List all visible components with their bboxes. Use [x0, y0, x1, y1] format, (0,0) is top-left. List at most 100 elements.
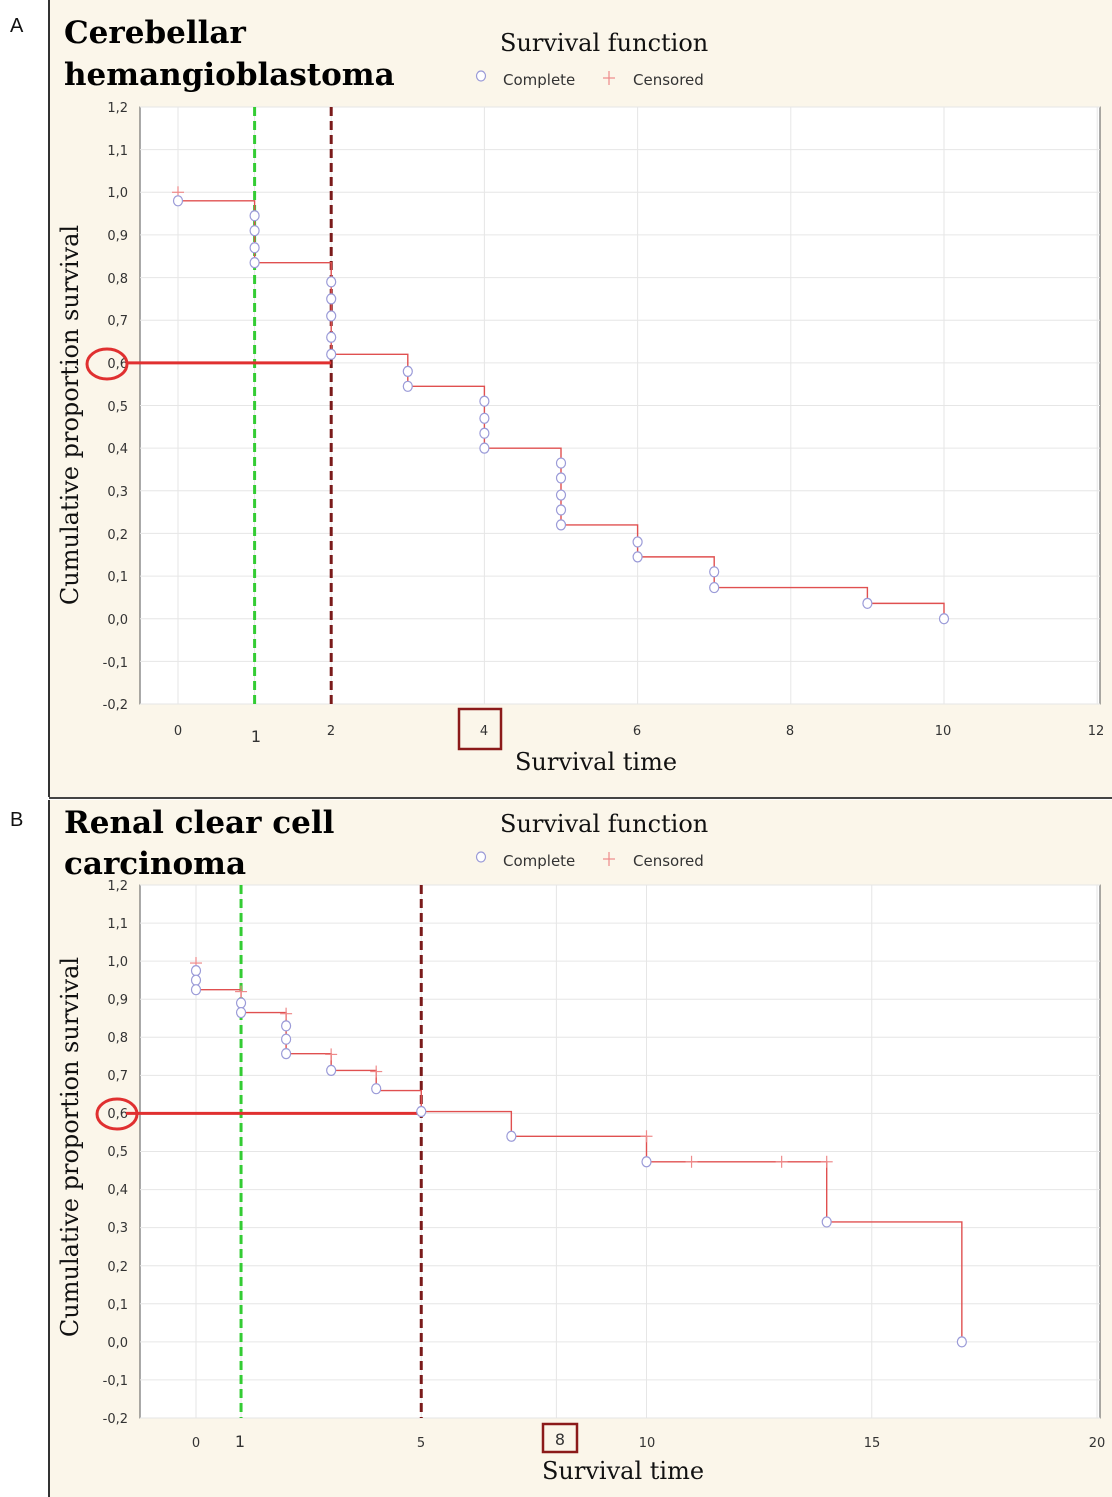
survival-step-line — [178, 200, 945, 619]
x-tick-label: 20 — [1089, 1436, 1106, 1451]
panel-b-highlight-ellipse — [95, 1097, 139, 1131]
y-tick-label: 0,3 — [107, 1221, 128, 1236]
x-tick-label: 0 — [174, 724, 182, 739]
complete-point — [632, 551, 643, 563]
legend-complete-marker-icon — [475, 851, 487, 863]
x-tick-label: 12 — [1088, 724, 1105, 739]
x-tick-label: 5 — [417, 1436, 425, 1451]
complete-point — [416, 1105, 427, 1118]
panel-a-legend-title: Survival function — [500, 29, 708, 57]
panel-b-y-axis-title: Cumulative proportion survival — [56, 957, 84, 1337]
complete-point — [402, 365, 413, 377]
y-tick-label: 0,4 — [107, 442, 128, 457]
panel-b-letter: B — [10, 809, 23, 831]
y-tick-label: 0,0 — [107, 1336, 128, 1351]
x-tick-label-highlighted: 4 — [480, 724, 488, 739]
complete-point — [641, 1156, 652, 1168]
censored-point — [370, 1065, 383, 1078]
legend-censored-marker-icon — [603, 852, 615, 866]
y-tick-label-highlighted: 0,6 — [107, 1107, 128, 1122]
panel-a-title-line2: hemangioblastoma — [64, 57, 395, 93]
y-tick-label: 1,2 — [107, 879, 128, 894]
x-tick-label: 10 — [639, 1436, 656, 1451]
complete-point — [190, 974, 202, 986]
y-tick-label: -0,2 — [103, 1412, 128, 1427]
y-tick-label: 0,8 — [107, 1031, 128, 1046]
complete-point — [555, 489, 567, 501]
censored-point — [640, 1130, 653, 1143]
complete-point — [555, 472, 567, 484]
complete-point — [479, 412, 490, 424]
y-tick-label: 0,2 — [107, 1260, 128, 1275]
x-tick-label: 1 — [251, 727, 261, 746]
panel-a-letter: A — [10, 15, 24, 37]
x-tick-label: 10 — [935, 724, 952, 739]
y-tick-label: 1,1 — [107, 144, 128, 159]
complete-point — [326, 331, 337, 343]
legend-complete-marker-icon — [475, 70, 487, 82]
panel-b-legend-censored: Censored — [633, 852, 704, 870]
legend-censored-marker-icon — [603, 71, 615, 85]
panel-a-y-axis-title: Cumulative proportion survival — [56, 225, 84, 605]
panel-b-data-marks — [126, 885, 967, 1418]
y-tick-label: 1,0 — [107, 955, 128, 970]
complete-point — [821, 1216, 832, 1228]
y-tick-label: -0,1 — [103, 656, 128, 671]
complete-point — [326, 1064, 337, 1077]
complete-point — [235, 1006, 247, 1019]
censored-point — [280, 1007, 293, 1020]
complete-point — [555, 457, 567, 469]
y-tick-label-highlighted: 0,6 — [107, 357, 128, 372]
y-tick-label: -0,2 — [103, 698, 128, 713]
complete-point — [862, 597, 873, 609]
censored-point — [820, 1155, 833, 1168]
y-tick-label: 0,7 — [107, 1069, 128, 1084]
panel-b-x-axis-ticks: 0 1 5 8 10 15 20 — [192, 1430, 1105, 1451]
complete-point — [371, 1083, 382, 1095]
y-tick-label: -0,1 — [103, 1374, 128, 1389]
panel-a-highlight-ellipse — [85, 347, 129, 381]
panel-b-highlight-box — [541, 1422, 579, 1454]
censored-point — [235, 985, 248, 998]
complete-point — [326, 310, 337, 322]
censored-point — [685, 1155, 698, 1168]
x-tick-label: 8 — [786, 724, 794, 739]
y-tick-label: 0,3 — [107, 485, 128, 500]
y-tick-label: 0,5 — [107, 1145, 128, 1160]
panel-a-y-axis-ticks: 1,2 1,1 1,0 0,9 0,8 0,7 0,6 0,5 0,4 0,3 … — [103, 101, 128, 713]
panel-a-title-line1: Cerebellar — [64, 15, 246, 51]
x-tick-label: 1 — [235, 1432, 245, 1451]
complete-point — [281, 1020, 292, 1032]
complete-point — [632, 536, 643, 548]
complete-point — [506, 1130, 517, 1142]
complete-point — [249, 210, 260, 222]
complete-point — [326, 276, 337, 288]
x-tick-label: 6 — [633, 724, 641, 739]
y-tick-label: 1,2 — [107, 101, 128, 116]
complete-point — [555, 504, 567, 516]
complete-point — [235, 997, 247, 1009]
complete-point — [281, 1048, 292, 1060]
complete-point — [555, 519, 567, 531]
complete-point — [249, 242, 260, 254]
y-tick-label: 0,1 — [107, 1298, 128, 1313]
panel-a: A Cerebellar hemangioblastoma Survival f… — [10, 0, 1112, 797]
y-tick-label: 0,7 — [107, 314, 128, 329]
y-tick-label: 0,0 — [107, 613, 128, 628]
panel-b-title-line1: Renal clear cell — [64, 805, 334, 841]
complete-point — [479, 442, 490, 454]
complete-point — [402, 380, 413, 392]
complete-point — [172, 195, 184, 207]
censored-point — [775, 1155, 788, 1168]
complete-point — [326, 293, 337, 305]
complete-point — [709, 566, 720, 578]
panel-b-legend: Complete Censored — [475, 851, 704, 870]
complete-point — [479, 395, 490, 407]
panel-a-highlight-box — [457, 707, 503, 751]
x-tick-label: 2 — [327, 724, 335, 739]
panel-a-x-axis-ticks: 0 1 2 4 6 8 10 12 — [174, 724, 1104, 746]
complete-point — [938, 613, 950, 625]
y-tick-label: 0,9 — [107, 993, 128, 1008]
x-tick-label: 15 — [864, 1436, 881, 1451]
complete-point — [956, 1336, 967, 1348]
